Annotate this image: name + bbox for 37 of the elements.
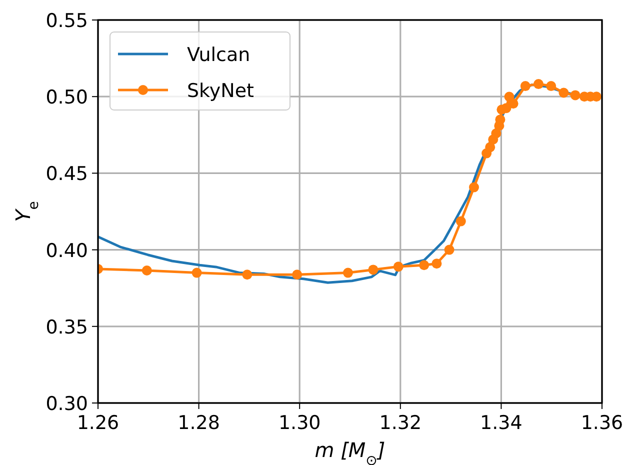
y-tick-label: 0.55 bbox=[46, 10, 88, 32]
point bbox=[570, 90, 580, 100]
y-tick-label: 0.30 bbox=[46, 393, 88, 415]
point bbox=[485, 142, 496, 152]
point bbox=[432, 258, 442, 269]
point bbox=[533, 79, 544, 90]
point bbox=[546, 81, 556, 92]
point bbox=[456, 216, 466, 226]
x-tick-label: 1.30 bbox=[278, 412, 321, 434]
point bbox=[495, 114, 506, 125]
point bbox=[242, 270, 252, 280]
point bbox=[342, 268, 353, 278]
point bbox=[520, 81, 530, 92]
point bbox=[419, 260, 430, 270]
point bbox=[393, 262, 404, 272]
point bbox=[192, 268, 202, 278]
legend-label: SkyNet bbox=[187, 80, 254, 102]
point bbox=[292, 270, 302, 280]
point bbox=[468, 182, 479, 192]
legend-label: Vulcan bbox=[187, 44, 250, 66]
y-tick-label: 0.45 bbox=[46, 163, 88, 186]
x-tick-label: 1.32 bbox=[379, 412, 422, 434]
x-axis-title: m [M$_{⊙}$] bbox=[314, 438, 386, 465]
point bbox=[444, 244, 454, 255]
point bbox=[508, 98, 518, 109]
x-tick-label: 1.28 bbox=[178, 412, 220, 434]
point bbox=[368, 264, 378, 275]
point bbox=[491, 128, 502, 138]
y-tick-label: 0.50 bbox=[46, 86, 88, 109]
y-tick-label: 0.40 bbox=[46, 240, 88, 262]
point bbox=[558, 88, 569, 98]
point bbox=[142, 265, 152, 276]
x-tick-label: 1.36 bbox=[580, 412, 624, 434]
point bbox=[501, 103, 512, 114]
x-tick-label: 1.34 bbox=[480, 412, 522, 434]
x-tick-label: 1.26 bbox=[76, 412, 120, 434]
y-tick-label: 0.35 bbox=[46, 316, 88, 338]
